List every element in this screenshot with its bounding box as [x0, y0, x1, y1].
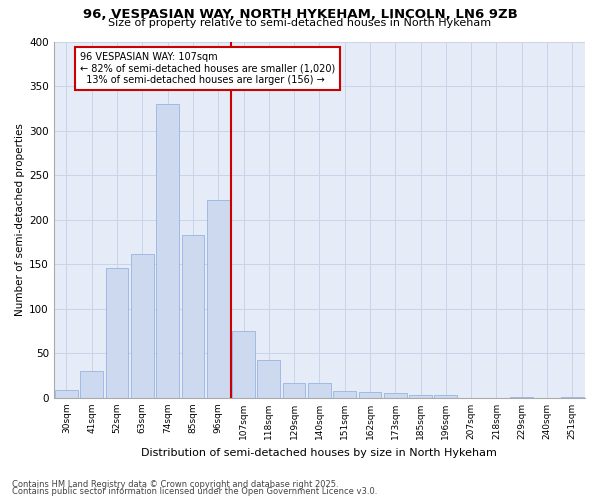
Text: 96, VESPASIAN WAY, NORTH HYKEHAM, LINCOLN, LN6 9ZB: 96, VESPASIAN WAY, NORTH HYKEHAM, LINCOL… [83, 8, 517, 20]
Text: Contains public sector information licensed under the Open Government Licence v3: Contains public sector information licen… [12, 487, 377, 496]
Bar [80, 371, 103, 398]
Bar [511, 397, 533, 398]
Y-axis label: Number of semi-detached properties: Number of semi-detached properties [15, 124, 25, 316]
Bar [106, 268, 128, 398]
Bar [308, 383, 331, 398]
Bar [384, 394, 407, 398]
Bar [55, 390, 78, 398]
Text: 96 VESPASIAN WAY: 107sqm
← 82% of semi-detached houses are smaller (1,020)
  13%: 96 VESPASIAN WAY: 107sqm ← 82% of semi-d… [80, 52, 335, 86]
Bar [131, 254, 154, 398]
Bar [283, 383, 305, 398]
Text: Size of property relative to semi-detached houses in North Hykeham: Size of property relative to semi-detach… [109, 18, 491, 28]
Bar [232, 331, 255, 398]
X-axis label: Distribution of semi-detached houses by size in North Hykeham: Distribution of semi-detached houses by … [142, 448, 497, 458]
Bar [257, 360, 280, 398]
Bar [334, 391, 356, 398]
Bar [156, 104, 179, 398]
Bar [561, 397, 584, 398]
Bar [182, 235, 204, 398]
Text: Contains HM Land Registry data © Crown copyright and database right 2025.: Contains HM Land Registry data © Crown c… [12, 480, 338, 489]
Bar [359, 392, 382, 398]
Bar [207, 200, 230, 398]
Bar [409, 396, 432, 398]
Bar [434, 396, 457, 398]
